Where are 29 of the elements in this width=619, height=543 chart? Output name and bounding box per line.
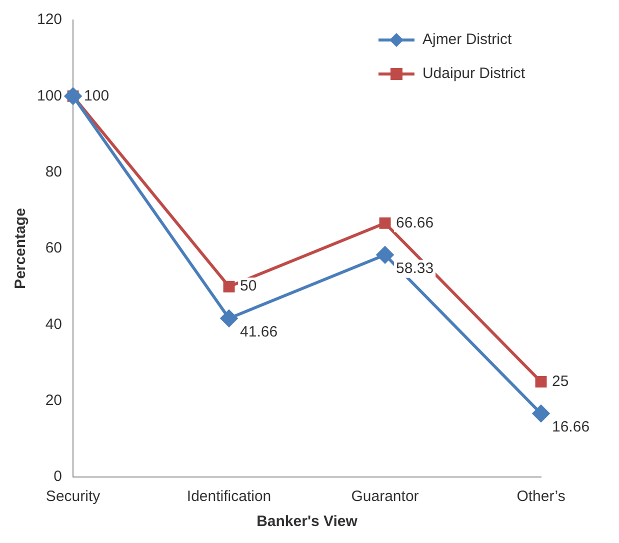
y-axis-title: Percentage [12, 208, 30, 289]
y-tick-label: 100 [36, 87, 62, 104]
legend-label: Udaipur District [422, 65, 526, 82]
data-label: 16.66 [552, 418, 590, 436]
data-label: 100 [84, 87, 110, 104]
point [535, 376, 547, 388]
legend-label: Ajmer District [422, 31, 512, 48]
x-tick-label: Guarantor [351, 488, 419, 506]
data-label: 58.33 [396, 260, 434, 277]
y-tick-label: 20 [45, 392, 62, 409]
y-tick-label: 120 [36, 11, 62, 28]
y-tick-label: 60 [45, 240, 62, 257]
y-tick-label: 80 [45, 163, 62, 180]
data-label: 66.66 [396, 214, 434, 232]
point [64, 88, 82, 105]
y-tick-label: 0 [54, 468, 62, 486]
point [532, 405, 550, 422]
data-label: 25 [552, 372, 569, 390]
x-axis-title: Banker's View [256, 513, 358, 530]
point [379, 217, 391, 229]
x-tick-label: Other’s [516, 488, 566, 506]
point [220, 310, 238, 327]
y-tick-label: 40 [45, 316, 62, 333]
point [223, 280, 235, 292]
data-label: 50 [240, 278, 257, 295]
data-label: 41.66 [240, 323, 278, 340]
x-tick-label: Security [46, 488, 101, 506]
point [376, 246, 394, 264]
x-tick-label: Identification [186, 488, 272, 506]
